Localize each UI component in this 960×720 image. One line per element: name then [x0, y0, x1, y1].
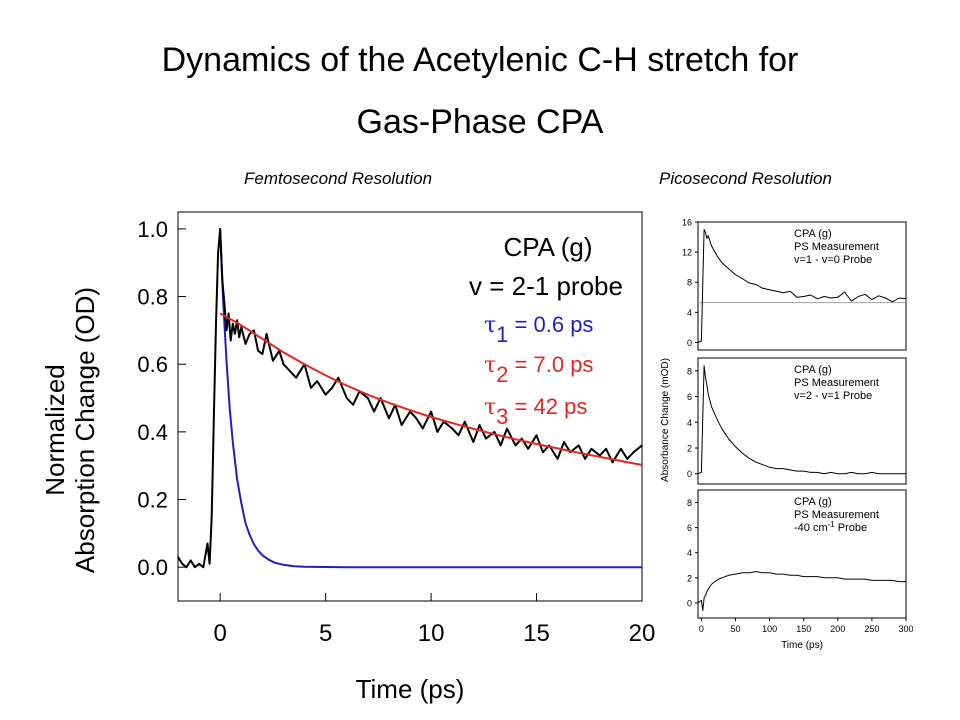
- pico-panel-3-y-tick-label: 2: [687, 573, 692, 583]
- pico-panel-1-data-trace: [697, 229, 907, 343]
- femto-y-tick-label: 0.6: [137, 352, 168, 377]
- pico-panel-3-legend-line: PS Measurement: [794, 509, 879, 521]
- pico-panel-1-frame: [697, 221, 907, 351]
- femto-tau1-fit-line: [219, 232, 642, 569]
- pico-panel-3-y-tick-label: 0: [687, 598, 692, 608]
- pico-panel-2-frame: [697, 357, 907, 485]
- femto-legend-probe: v = 2-1 probe: [469, 271, 623, 301]
- femto-y-axis-label: NormalizedAbsorption Change (OD): [40, 287, 100, 573]
- pico-panel-3-x-tick-label: 250: [864, 624, 879, 634]
- pico-panel-3-y-tick-label: 4: [687, 548, 692, 558]
- femto-x-tick-label: 20: [629, 620, 656, 647]
- pico-panel-3-legend-probe: -40 cm-1 Probe: [794, 520, 867, 534]
- femto-x-tick-label: 15: [523, 620, 550, 647]
- femto-y-tick-label: 0.4: [137, 420, 168, 445]
- slide-title-line2: Gas-Phase CPA: [356, 103, 604, 141]
- femto-y-tick-label: 0.0: [137, 555, 168, 580]
- femto-x-tick-label: 10: [418, 620, 445, 647]
- pico-panel-2-legend-line: v=2 - v=1 Probe: [794, 390, 872, 402]
- femto-y-tick-label: 0.2: [137, 488, 168, 513]
- pico-panel-3-x-tick-label: 300: [898, 624, 913, 634]
- pico-panel-2-y-tick-label: 6: [687, 392, 692, 402]
- pico-shared-y-axis-label: Absorbance Change (mOD): [660, 358, 671, 482]
- pico-panel-3-x-tick-label: 0: [699, 624, 704, 634]
- femto-legend-tau3: τ3 = 42 ps: [484, 394, 587, 429]
- femto-y-tick-label: 1.0: [137, 217, 168, 242]
- femto-x-tick-label: 0: [214, 620, 227, 647]
- femto-tau23-fit-line: [219, 312, 643, 466]
- pico-panel-3-x-tick-label: 50: [731, 624, 741, 634]
- pico-panel-1-legend-line: CPA (g): [794, 228, 832, 240]
- femto-legend-tau2: τ2 = 7.0 ps: [484, 352, 593, 387]
- pico-panel-1-legend-line: PS Measurement: [794, 241, 879, 253]
- femto-data-trace: [177, 227, 643, 569]
- pico-panel-1-y-tick-label: 4: [687, 308, 692, 318]
- femto-plot-frame: [177, 211, 643, 602]
- pico-panel-3-x-tick-label: 150: [796, 624, 811, 634]
- pico-panel-1-y-tick-label: 8: [687, 278, 692, 288]
- pico-panel-1-legend-line: v=1 - v=0 Probe: [794, 254, 872, 266]
- pico-panel-1-y-tick-label: 12: [682, 248, 692, 258]
- femto-x-tick-label: 5: [319, 620, 332, 647]
- femto-x-axis-label: Time (ps): [356, 674, 465, 704]
- pico-panel-3-legend-line: CPA (g): [794, 496, 832, 508]
- slide-title-line1: Dynamics of the Acetylenic C-H stretch f…: [161, 41, 799, 79]
- pico-panel-2-y-tick-label: 0: [687, 469, 692, 479]
- pico-panel-2-y-tick-label: 2: [687, 444, 692, 454]
- pico-panel-3-y-tick-label: 8: [687, 498, 692, 508]
- pico-panel-3-x-tick-label: 100: [762, 624, 777, 634]
- femtosecond-subtitle: Femtosecond Resolution: [244, 169, 433, 188]
- pico-panel-3-data-trace: [697, 571, 906, 611]
- pico-panel-2-y-tick-label: 4: [687, 418, 692, 428]
- pico-panel-2-legend-line: PS Measurement: [794, 377, 879, 389]
- pico-panel-3-y-tick-label: 6: [687, 523, 692, 533]
- pico-panel-3-x-axis-label: Time (ps): [781, 640, 823, 651]
- pico-panel-3-frame: [697, 489, 907, 619]
- pico-panel-2-legend-line: CPA (g): [794, 364, 832, 376]
- pico-panel-2-y-tick-label: 8: [687, 366, 692, 376]
- femto-legend-sample: CPA (g): [503, 232, 592, 262]
- pico-panel-1-y-tick-label: 0: [687, 338, 692, 348]
- pico-panel-2-data-trace: [697, 365, 906, 475]
- picosecond-subtitle: Picosecond Resolution: [659, 169, 832, 188]
- femto-y-tick-label: 0.8: [137, 285, 168, 310]
- pico-panel-3-x-tick-label: 200: [830, 624, 845, 634]
- femto-legend-tau1: τ1 = 0.6 ps: [484, 312, 593, 347]
- pico-panel-1-y-tick-label: 16: [682, 218, 692, 228]
